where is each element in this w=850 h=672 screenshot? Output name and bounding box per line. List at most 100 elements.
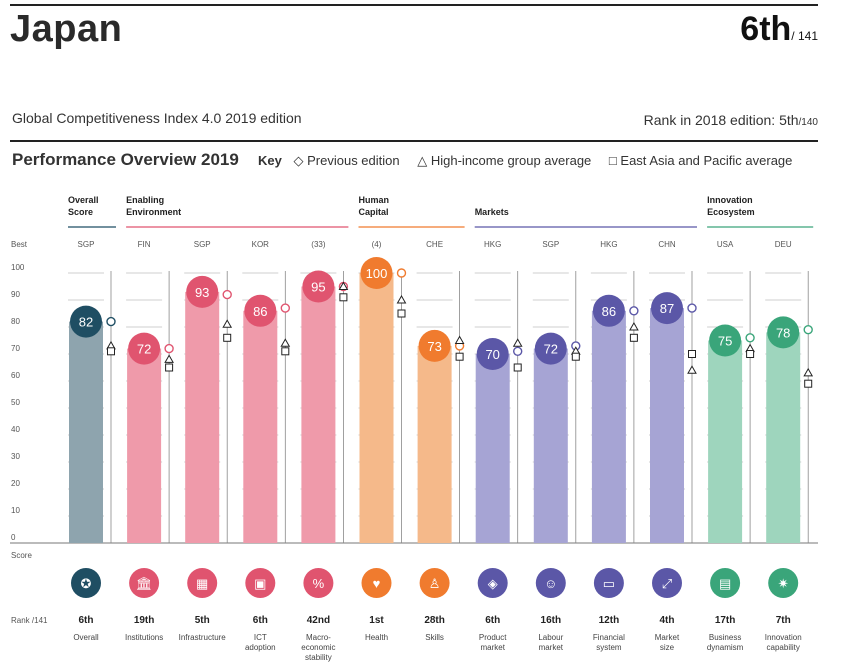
institution-icon	[129, 568, 160, 598]
pillar-rank: 28th	[424, 615, 445, 626]
score-circle	[709, 324, 742, 357]
y-tick-label: 0	[11, 533, 16, 542]
medal-icon	[71, 568, 101, 598]
east-asia-marker	[746, 350, 755, 358]
rank-value: 6th	[740, 10, 792, 48]
score-bar	[533, 348, 568, 543]
tag-icon	[477, 568, 508, 598]
east-asia-marker	[223, 333, 232, 342]
group-label: Overall	[68, 195, 99, 205]
y-tick-label: 50	[11, 398, 20, 407]
group-label: Markets	[475, 207, 509, 217]
best-performer-label: KOR	[252, 240, 270, 249]
icon-glyph: ♥	[373, 576, 381, 591]
pillar-label: Labour	[538, 633, 563, 642]
score-bar	[301, 286, 336, 543]
pillar-label: capability	[767, 643, 800, 652]
high-income-marker	[687, 365, 697, 374]
score-bar	[243, 310, 278, 543]
best-performer-label: SGP	[542, 240, 559, 249]
score-value: 73	[427, 339, 441, 354]
y-tick-label: 60	[11, 371, 20, 380]
score-bar	[766, 332, 801, 543]
previous-edition-marker	[513, 346, 523, 357]
score-circle	[360, 257, 393, 289]
score-bar	[185, 291, 220, 543]
east-asia-marker	[281, 347, 290, 356]
high-income-marker	[396, 294, 407, 304]
score-circle	[418, 329, 451, 362]
section-rule	[10, 140, 818, 142]
top-rule	[10, 4, 818, 6]
score-circle	[186, 275, 219, 308]
pillar-rank: 4th	[660, 615, 675, 626]
icon-glyph: ▣	[254, 576, 266, 591]
score-circle	[767, 316, 800, 349]
overall-rank: 6th/ 141	[740, 10, 818, 49]
pillar-label: ICT	[254, 633, 267, 642]
pillar-label: Business	[709, 633, 741, 642]
pillar-rank: 42nd	[307, 615, 330, 626]
diamond-icon: ◇	[293, 153, 304, 168]
score-bar	[650, 308, 684, 543]
score-value: 75	[718, 334, 732, 349]
best-performer-label: CHE	[426, 240, 443, 249]
legend-east-asia: □ East Asia and Pacific average	[609, 153, 792, 168]
y-tick-label: 20	[11, 479, 20, 488]
icon-glyph: ▦	[196, 576, 208, 591]
pillar-label: Macro-	[306, 633, 331, 642]
pillar-rank: 16th	[541, 615, 562, 626]
score-circle	[302, 270, 335, 303]
pillar-label: Health	[365, 633, 388, 642]
graduate-icon	[419, 568, 450, 598]
east-asia-marker	[107, 347, 115, 356]
east-asia-marker	[397, 309, 406, 318]
group-label: Score	[68, 207, 93, 217]
y-tick-label: 40	[11, 425, 20, 434]
pillar-label: Infrastructure	[179, 633, 227, 642]
best-performer-label: USA	[717, 240, 734, 249]
pillar-label: adoption	[245, 643, 276, 652]
score-bar	[591, 310, 626, 543]
score-bar	[417, 345, 452, 543]
pillar-label: stability	[305, 653, 332, 662]
country-title: Japan	[10, 8, 123, 50]
east-asia-marker	[513, 363, 522, 372]
legend-east-asia-label: East Asia and Pacific average	[620, 153, 793, 168]
east-asia-marker	[165, 363, 174, 372]
group-label: Innovation	[707, 195, 753, 205]
score-value: 78	[776, 325, 790, 340]
score-value: 86	[253, 304, 267, 319]
legend-previous-label: Previous edition	[307, 153, 400, 168]
east-asia-marker	[339, 293, 348, 302]
legend-high-income: △ High-income group average	[417, 153, 591, 168]
high-income-marker	[803, 367, 814, 377]
legend-key-label: Key	[258, 153, 282, 168]
high-income-marker	[338, 281, 349, 290]
group-label: Enabling	[126, 195, 164, 205]
legend-high-income-label: High-income group average	[430, 153, 592, 168]
score-value: 100	[366, 266, 388, 281]
pillar-label: market	[539, 643, 564, 652]
rank-axis-label: Rank /141	[11, 616, 48, 625]
previous-edition-marker	[396, 268, 407, 278]
heartbeat-icon	[361, 568, 392, 598]
east-asia-marker	[629, 333, 638, 342]
score-circle	[244, 294, 277, 327]
score-circle	[592, 294, 625, 327]
rank-2018: Rank in 2018 edition: 5th/140	[644, 112, 818, 128]
score-bar	[69, 321, 103, 543]
pillar-label: market	[480, 643, 505, 652]
legend-previous: ◇ Previous edition	[293, 153, 399, 168]
rank-2018-total: /140	[798, 117, 818, 128]
icon-glyph: ♙	[429, 576, 441, 591]
chip-icon	[245, 568, 276, 598]
pillar-label: Innovation	[765, 633, 802, 642]
pillar-rank: 6th	[253, 615, 268, 626]
pillar-label: Financial	[593, 633, 625, 642]
high-income-marker	[512, 338, 523, 347]
best-performer-label: (4)	[372, 240, 382, 249]
business-icon	[710, 568, 741, 598]
score-value: 72	[137, 342, 151, 357]
pillar-rank: 17th	[715, 615, 736, 626]
